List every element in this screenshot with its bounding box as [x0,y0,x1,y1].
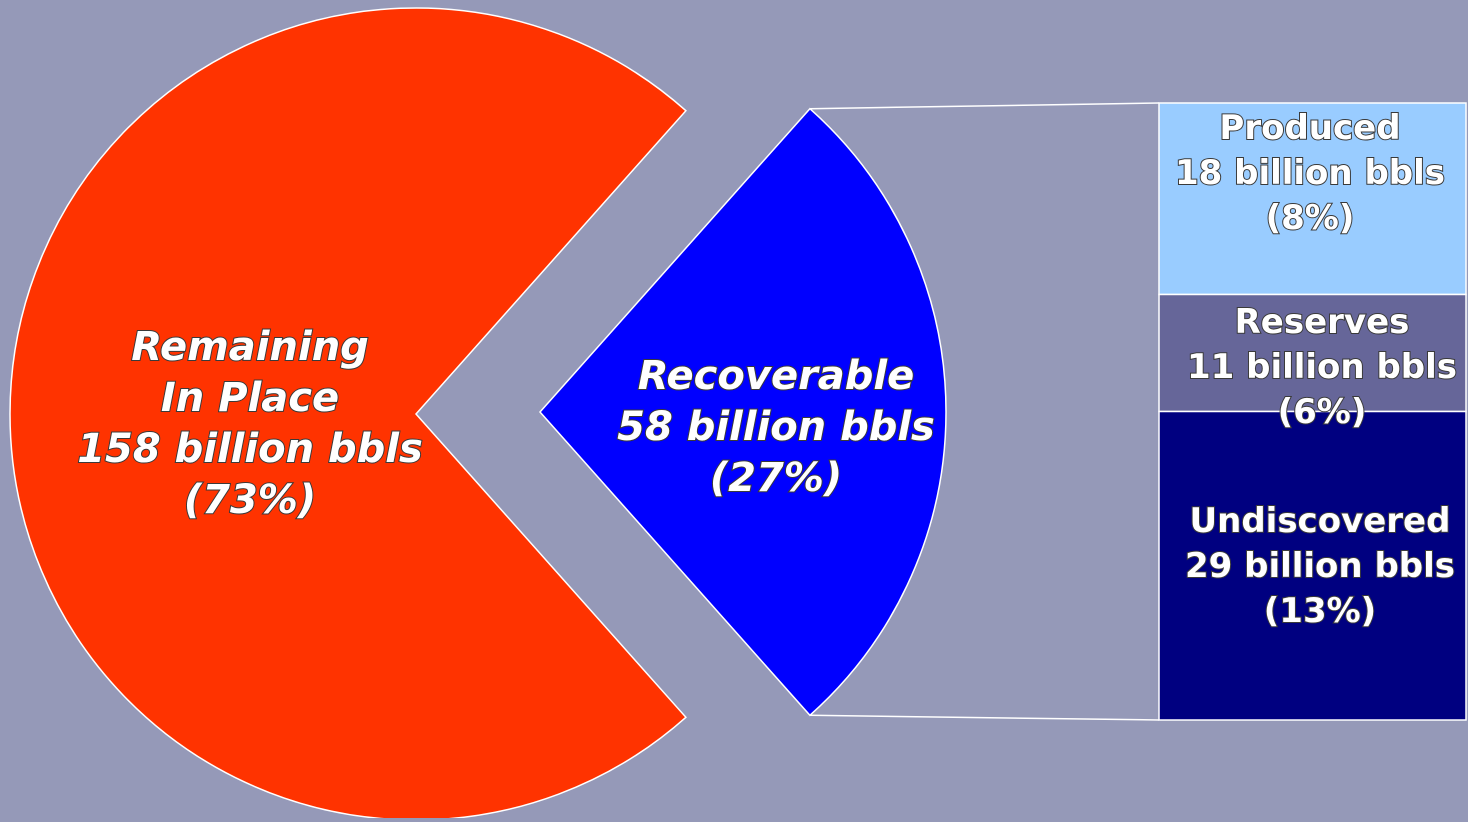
slice-recoverable [538,107,947,717]
segment-label-produced-line: Produced [1219,108,1400,148]
segment-label-reserves-line: (6%) [1278,392,1367,432]
slice-label-recoverable-line: (27%) [710,455,842,501]
segment-label-undiscovered-line: 29 billion bbls [1185,546,1455,586]
segment-label-reserves-line: Reserves [1235,302,1410,342]
breakdown-bar [1158,102,1467,721]
bar-segment-reserves [1158,293,1467,413]
slice-label-remaining-line: 158 billion bbls [77,426,423,472]
slice-label-remaining-line: In Place [161,375,339,421]
connector-line-bottom [809,714,1160,721]
connector-line-top [809,102,1160,110]
connector-lines [809,102,1160,721]
slice-label-remaining-line: Remaining [131,324,369,370]
segment-label-produced: Produced 18 billion bbls (8%) [1175,108,1445,238]
slice-label-remaining: Remaining In Place 158 billion bbls (73%) [77,324,423,523]
pie-slices [9,7,947,821]
slice-label-remaining-line: (73%) [184,477,316,523]
bar-segment-produced [1158,102,1467,296]
slice-label-recoverable: Recoverable 58 billion bbls (27%) [617,353,935,501]
slice-label-recoverable-line: 58 billion bbls [617,404,935,450]
segment-label-undiscovered-line: (13%) [1264,591,1376,631]
segment-label-reserves-line: 11 billion bbls [1187,347,1457,387]
segment-label-undiscovered: Undiscovered 29 billion bbls (13%) [1185,501,1455,631]
segment-label-produced-line: 18 billion bbls [1175,153,1445,193]
slice-label-recoverable-line: Recoverable [638,353,915,399]
segment-label-reserves: Reserves 11 billion bbls (6%) [1187,302,1457,432]
bar-segment-undiscovered [1158,410,1467,721]
segment-label-produced-line: (8%) [1266,198,1355,238]
segment-label-undiscovered-line: Undiscovered [1190,501,1451,541]
chart-labels: Remaining In Place 158 billion bbls (73%)Re… [76,107,1458,632]
